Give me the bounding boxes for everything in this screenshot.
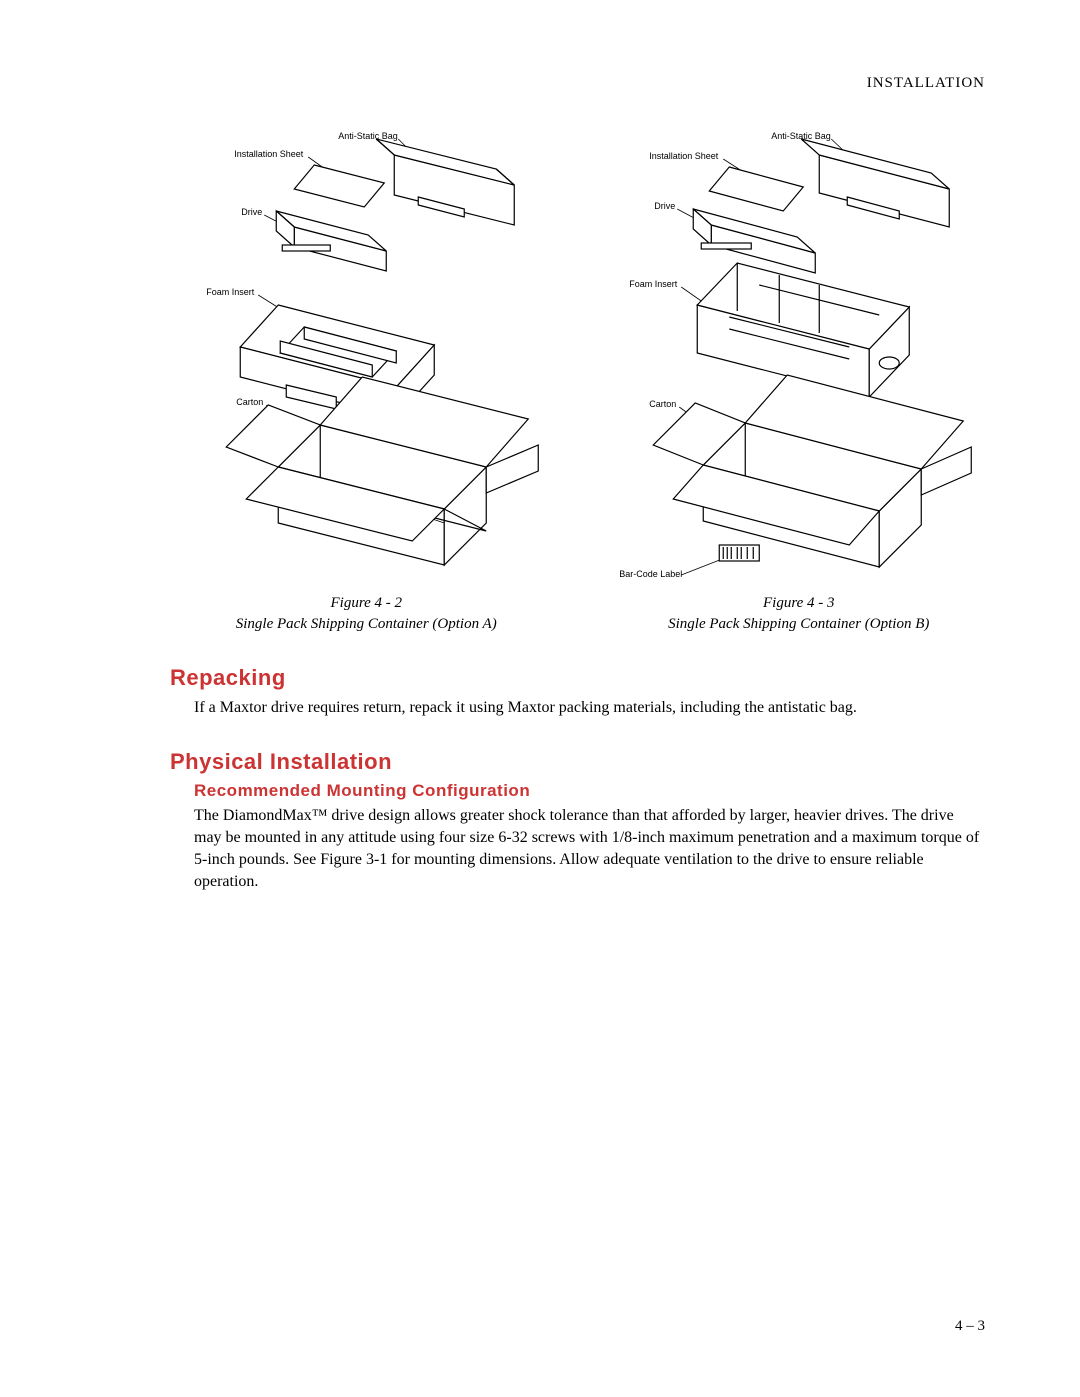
page-number: 4 – 3 [955,1318,985,1335]
figure-right: Anti-Static Bag Installation Sheet Drive… [603,127,996,635]
label-bar-code-label: Bar-Code Label [619,569,682,579]
label-drive-b: Drive [654,201,675,211]
heading-physical-installation: Physical Installation [170,749,995,775]
body-physical-installation: The DiamondMax™ drive design allows grea… [194,805,985,893]
figure-left-caption-line2: Single Pack Shipping Container (Option A… [236,616,497,632]
figures-row: Anti-Static Bag Installation Sheet Drive… [170,127,995,635]
label-carton-b: Carton [649,399,676,409]
label-drive: Drive [241,207,262,217]
label-carton: Carton [236,397,263,407]
figure-left: Anti-Static Bag Installation Sheet Drive… [170,127,563,635]
figure-right-caption-line1: Figure 4 - 3 [763,595,835,611]
label-foam-insert-b: Foam Insert [629,279,678,289]
heading-recommended-mounting: Recommended Mounting Configuration [194,781,995,801]
label-anti-static-bag: Anti-Static Bag [338,131,398,141]
page-header: INSTALLATION [170,75,995,92]
diagram-option-a: Anti-Static Bag Installation Sheet Drive… [170,127,563,587]
diagram-option-b: Anti-Static Bag Installation Sheet Drive… [603,127,996,587]
heading-repacking: Repacking [170,665,995,691]
figure-right-caption-line2: Single Pack Shipping Container (Option B… [668,616,929,632]
body-repacking: If a Maxtor drive requires return, repac… [194,697,985,719]
label-installation-sheet: Installation Sheet [234,149,304,159]
label-foam-insert: Foam Insert [206,287,255,297]
figure-right-caption: Figure 4 - 3 Single Pack Shipping Contai… [668,593,929,635]
figure-left-caption: Figure 4 - 2 Single Pack Shipping Contai… [236,593,497,635]
label-installation-sheet-b: Installation Sheet [649,151,719,161]
figure-left-caption-line1: Figure 4 - 2 [330,595,402,611]
